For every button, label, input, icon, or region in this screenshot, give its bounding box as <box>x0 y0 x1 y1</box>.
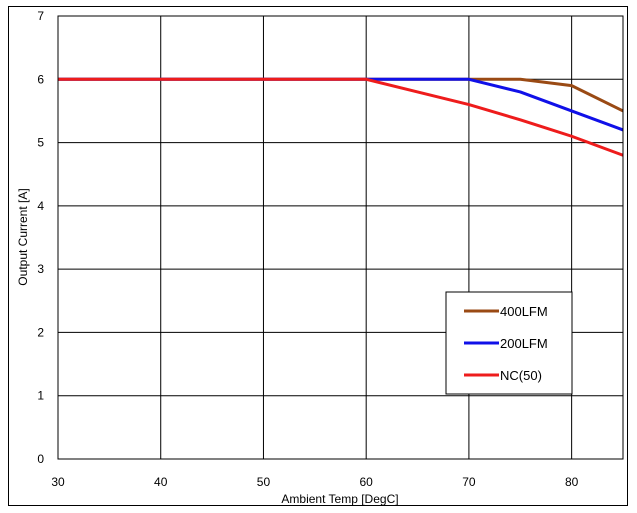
x-tick-label: 80 <box>565 475 579 489</box>
series-line-nc50 <box>58 77 624 157</box>
x-tick-label: 60 <box>360 475 374 489</box>
legend: 400LFM 200LFM NC(50) <box>445 291 573 395</box>
plot-area-border <box>57 15 624 460</box>
series-lines <box>58 77 624 157</box>
y-tick-label: 4 <box>37 199 44 213</box>
y-tick-label: 5 <box>37 136 44 150</box>
y-tick-label: 2 <box>37 325 44 339</box>
legend-label: NC(50) <box>500 368 542 383</box>
y-tick-label: 3 <box>37 262 44 276</box>
chart-frame <box>8 6 628 506</box>
series-line-400lfm <box>58 77 624 113</box>
x-tick-label: 40 <box>154 475 168 489</box>
legend-label: 400LFM <box>500 304 548 319</box>
x-tick-label: 70 <box>462 475 476 489</box>
y-tick-label: 1 <box>37 389 44 403</box>
y-tick-label: 0 <box>37 452 44 466</box>
x-tick-label: 50 <box>257 475 271 489</box>
y-tick-label: 6 <box>37 72 44 86</box>
series-line-200lfm <box>58 77 624 132</box>
x-tick-label: 30 <box>51 475 65 489</box>
x-tick-labels: 30 40 50 60 70 80 <box>51 475 578 489</box>
y-tick-label: 7 <box>37 9 44 23</box>
legend-label: 200LFM <box>500 336 548 351</box>
y-tick-labels: 0 1 2 3 4 5 6 7 <box>37 9 44 466</box>
y-axis-title: Output Current [A] <box>16 188 30 285</box>
x-axis-title: Ambient Temp [DegC] <box>281 492 398 506</box>
